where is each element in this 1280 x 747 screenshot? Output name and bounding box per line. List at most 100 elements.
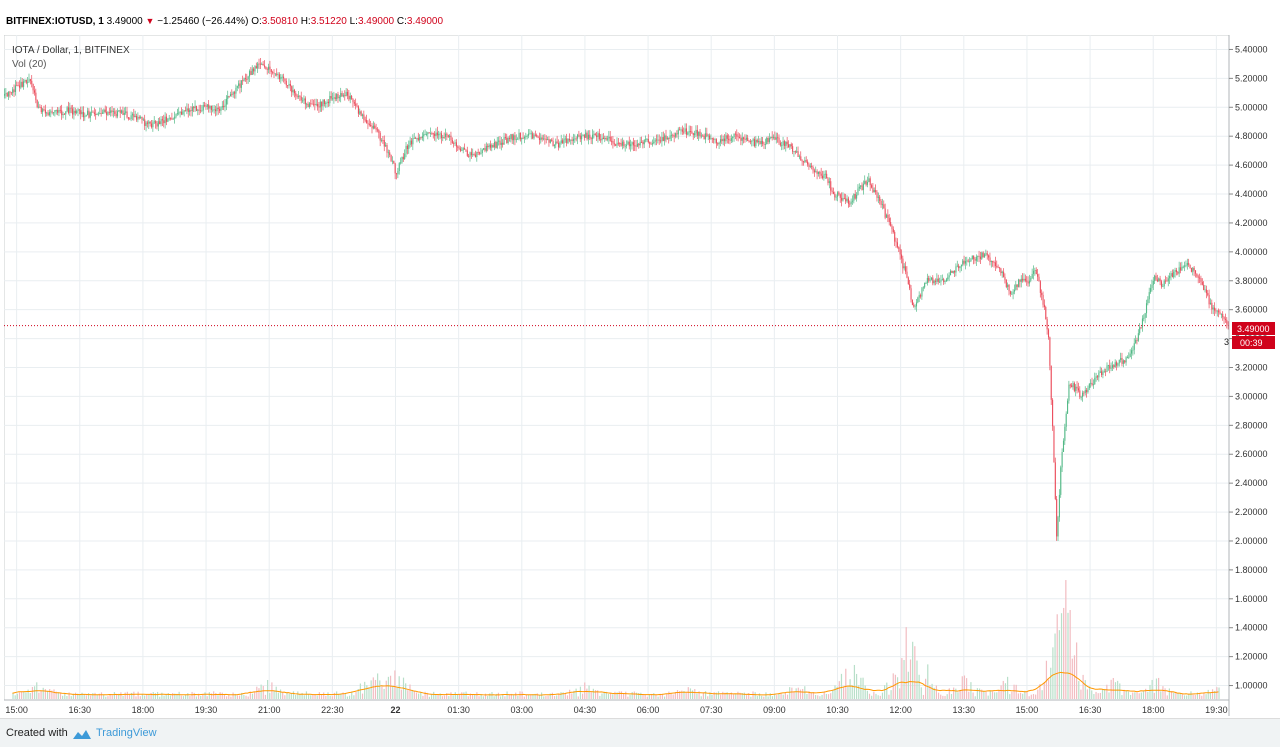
volume-bar [100,692,103,699]
candle-body [476,152,478,157]
volume-bar [87,693,90,699]
candle-body [966,260,968,262]
candle-body [585,132,587,138]
candle-body [183,110,185,112]
candle-body [918,295,920,298]
candle-body [1196,273,1198,277]
candle-body [151,123,153,128]
volume-bar [890,690,892,699]
candle-body [739,137,741,138]
volume-bar [864,685,866,699]
candle-body [6,93,8,97]
candle-body [979,256,982,259]
volume-bar [197,693,200,699]
volume-bar [933,687,935,699]
candle-body [424,134,426,136]
price-chart[interactable]: 5.400005.200005.000004.800004.600004.400… [3,34,1277,718]
volume-bar [288,693,290,699]
candle-body [804,160,806,163]
candle-body [664,135,666,141]
volume-bar [1017,693,1019,699]
candle-body [973,255,975,260]
volume-bar [556,695,558,699]
candle-body [111,110,113,112]
candle-body [171,118,173,120]
y-tick-label: 1.80000 [1235,565,1268,575]
tradingview-link[interactable]: TradingView [96,727,157,739]
tradingview-logo-icon[interactable] [72,728,92,740]
candle-body [5,93,7,95]
candle-body [921,288,923,297]
chart-area[interactable]: 5.40000 5.20000 5.00000 4.80000 4.60000 4.400… [3,34,1277,718]
y-tick-label: 2.60000 [1235,449,1268,459]
volume-bar [735,694,737,699]
candle-body [231,94,233,95]
volume-bar [465,691,467,699]
candle-body [155,121,157,124]
candle-body [283,76,285,79]
symbol-label[interactable]: BITFINEX:IOTUSD, 1 [6,16,104,27]
candle-body [357,106,359,114]
volume-bar [275,686,277,699]
volume-bar [141,693,144,699]
candle-body [1128,357,1130,358]
volume-bar [601,693,603,699]
candle-body [1103,371,1105,373]
volume-bar [966,678,968,699]
candle-body [994,262,996,267]
volume-bar [579,686,582,699]
volume-bar [245,695,247,699]
candle-body [886,214,888,218]
candle-body [443,137,445,138]
volume-bar [948,688,950,699]
volume-bar [521,691,523,699]
candle-body [190,110,192,112]
candle-body [1182,266,1184,268]
volume-bar [733,694,735,699]
volume-bar [290,693,292,699]
candle-body [421,136,423,138]
volume-bar [540,692,543,699]
x-tick-label: 03:00 [511,705,534,715]
volume-bar [206,696,208,699]
volume-bar [266,679,269,699]
volume-bar [215,693,217,699]
candle-body [928,277,930,281]
candle-body [47,112,49,116]
volume-bar [407,690,409,699]
volume-bar [77,693,79,699]
volume-bar [277,692,279,699]
candle-body [186,108,188,111]
time-axis[interactable]: 15:00 16:30 18:00 19:30 21:00 22:30 22 01:30 03:… [4,699,1229,715]
volume-bar [1142,691,1145,699]
candle-body [435,132,437,137]
volume-bar [16,693,18,699]
volume-bar [597,690,599,699]
volume-bar [303,695,305,699]
candle-body [706,133,708,136]
candle-body [707,135,709,137]
candle-body [724,138,726,142]
candle-body [1041,292,1043,295]
candle-body [1105,371,1107,373]
volume-bar [730,692,733,699]
candle-body [702,135,704,137]
volume-bar [622,693,625,699]
volume-bar [670,693,672,699]
candle-body [951,270,953,273]
candle-body [592,134,594,140]
volume-bar [694,689,696,699]
volume-bar [346,696,349,699]
price-axis[interactable]: 5.400005.200005.000004.800004.600004.400… [1228,35,1268,716]
candle-body [447,135,449,138]
candle-body [974,259,976,261]
volume-bar [154,693,157,699]
candle-body [638,143,640,146]
candle-body [268,66,270,70]
candle-body [568,138,570,141]
candle-body [914,306,916,308]
volume-bar [920,687,922,699]
candle-body [680,129,682,131]
candle-body [578,134,580,136]
volume-bar [674,692,676,699]
